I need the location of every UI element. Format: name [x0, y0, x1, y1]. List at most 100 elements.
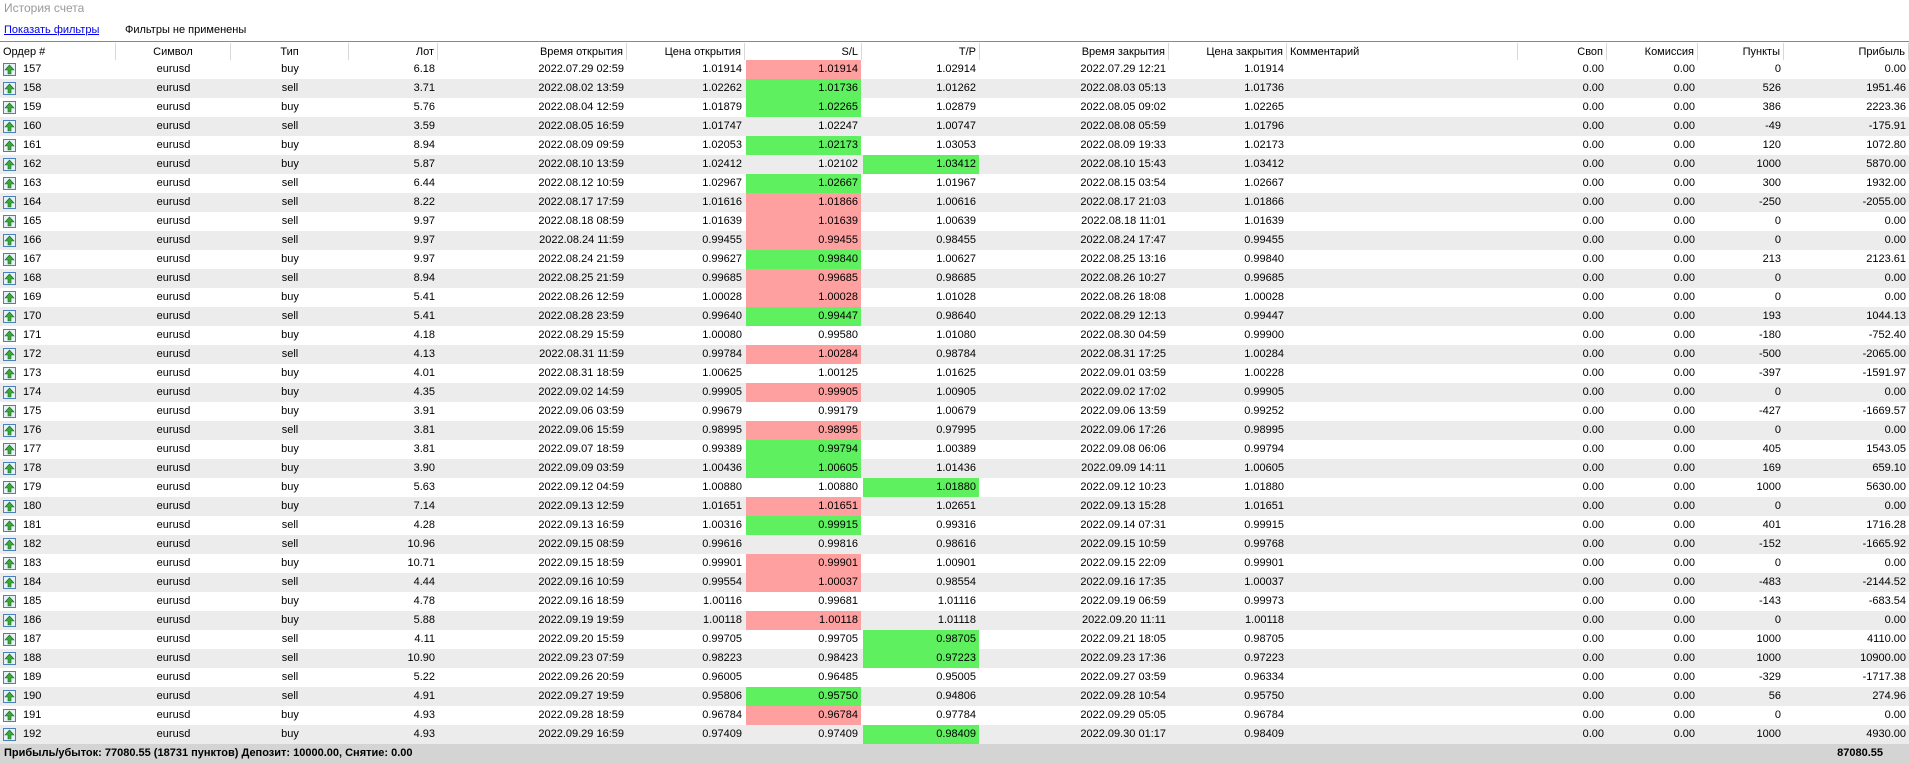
- filter-link[interactable]: Показать фильтры: [4, 24, 100, 36]
- column-header[interactable]: Цена закрытия: [1169, 43, 1287, 62]
- column-header[interactable]: Пункты: [1698, 43, 1784, 62]
- column-header[interactable]: T/P: [862, 43, 980, 62]
- table-cell: 0.99685: [1244, 272, 1284, 284]
- table-cell: 0.99840: [1244, 253, 1284, 265]
- column-header[interactable]: Комментарий: [1287, 43, 1518, 62]
- table-cell: eurusd: [156, 728, 191, 740]
- column-header[interactable]: Цена открытия: [627, 43, 745, 62]
- table-cell: eurusd: [156, 329, 191, 341]
- table-cell: 165: [23, 215, 42, 227]
- table-cell: -2144.52: [1862, 576, 1906, 588]
- table-cell: 2022.09.06 15:59: [538, 424, 624, 436]
- icon-arrow: [4, 387, 15, 398]
- table-cell: 1.00028: [702, 291, 742, 303]
- icon-arrow: [4, 197, 15, 208]
- table-cell: 1.00316: [702, 519, 742, 531]
- column-header[interactable]: Время открытия: [438, 43, 627, 62]
- column-header[interactable]: Лот: [349, 43, 438, 62]
- table-cell: 0.00: [1582, 709, 1604, 721]
- table-cell: 3.81: [413, 443, 435, 455]
- table-cell: 0.00: [1673, 234, 1695, 246]
- table-cell: 1.02265: [1244, 101, 1284, 113]
- table-row: [0, 117, 1909, 136]
- column-header[interactable]: Время закрытия: [980, 43, 1169, 62]
- table-cell: 0.00: [1582, 538, 1604, 550]
- table-cell: 0.99905: [1244, 386, 1284, 398]
- table-cell: eurusd: [156, 500, 191, 512]
- table-cell: 0.97995: [936, 424, 976, 436]
- table-cell: eurusd: [156, 310, 191, 322]
- order-icon: [3, 519, 16, 532]
- column-header[interactable]: Ордер #: [0, 43, 116, 62]
- table-cell: 176: [23, 424, 42, 436]
- table-cell: 4.28: [413, 519, 435, 531]
- table-row: [0, 497, 1909, 516]
- table-cell: 0.00: [1582, 728, 1604, 740]
- table-cell: 1000: [1756, 158, 1781, 170]
- table-cell: 0.00: [1582, 272, 1604, 284]
- icon-arrow: [4, 463, 15, 474]
- table-cell: sell: [281, 424, 299, 436]
- table-cell: 1.00118: [746, 611, 861, 630]
- column-header[interactable]: Тип: [231, 43, 349, 62]
- table-cell: 1000: [1756, 652, 1781, 664]
- table-cell: sell: [281, 576, 299, 588]
- table-cell: 1.00605: [746, 459, 861, 478]
- table-cell: 2022.09.12 10:23: [1080, 481, 1166, 493]
- table-cell: 4.93: [413, 709, 435, 721]
- table-cell: 0.98685: [936, 272, 976, 284]
- table-cell: 8.22: [413, 196, 435, 208]
- table-cell: 1.00901: [936, 557, 976, 569]
- table-cell: 1.00747: [936, 120, 976, 132]
- table-cell: 1.01118: [937, 614, 976, 626]
- table-cell: 164: [23, 196, 42, 208]
- table-row: [0, 250, 1909, 269]
- table-cell: 175: [23, 405, 42, 417]
- table-cell: 2022.08.25 21:59: [538, 272, 624, 284]
- table-cell: 0.99316: [936, 519, 976, 531]
- order-icon: [3, 310, 16, 323]
- order-icon: [3, 234, 16, 247]
- table-cell: 0.98705: [1244, 633, 1284, 645]
- table-cell: buy: [281, 595, 299, 607]
- table-cell: 0.98995: [746, 421, 861, 440]
- table-cell: 1.00284: [1244, 348, 1284, 360]
- table-row: [0, 706, 1909, 725]
- table-cell: buy: [281, 139, 299, 151]
- table-cell: 0.96784: [702, 709, 742, 721]
- column-header[interactable]: Символ: [116, 43, 231, 62]
- order-icon: [3, 462, 16, 475]
- table-cell: 0.00: [1673, 633, 1695, 645]
- table-cell: 166: [23, 234, 42, 246]
- table-cell: 1.02412: [702, 158, 742, 170]
- table-cell: -2055.00: [1862, 196, 1906, 208]
- table-cell: 1.00116: [703, 595, 742, 607]
- table-cell: 1.01866: [746, 193, 861, 212]
- table-cell: eurusd: [156, 614, 191, 626]
- table-cell: eurusd: [156, 101, 191, 113]
- table-cell: 1.00880: [702, 481, 742, 493]
- table-cell: 1.01639: [702, 215, 742, 227]
- table-cell: 1044.13: [1866, 310, 1906, 322]
- table-cell: 0: [1774, 709, 1781, 721]
- column-header[interactable]: S/L: [745, 43, 862, 62]
- table-cell: 1.02265: [746, 98, 861, 117]
- table-cell: eurusd: [156, 671, 191, 683]
- table-cell: 0.99705: [702, 633, 742, 645]
- table-cell: 0.98640: [936, 310, 976, 322]
- table-row: [0, 573, 1909, 592]
- table-cell: 1.02879: [936, 101, 976, 113]
- column-header[interactable]: Своп: [1518, 43, 1607, 62]
- table-cell: 0.00: [1673, 139, 1695, 151]
- icon-arrow: [4, 425, 15, 436]
- table-cell: 2022.09.28 18:59: [538, 709, 624, 721]
- table-cell: 2022.08.28 23:59: [538, 310, 624, 322]
- column-header[interactable]: Комиссия: [1607, 43, 1698, 62]
- table-cell: 0.00: [1582, 177, 1604, 189]
- table-cell: sell: [281, 633, 299, 645]
- table-cell: 1.01116: [937, 595, 976, 607]
- table-cell: 1.00028: [1244, 291, 1284, 303]
- icon-arrow: [4, 520, 15, 531]
- table-cell: 4.93: [413, 728, 435, 740]
- table-cell: eurusd: [156, 158, 191, 170]
